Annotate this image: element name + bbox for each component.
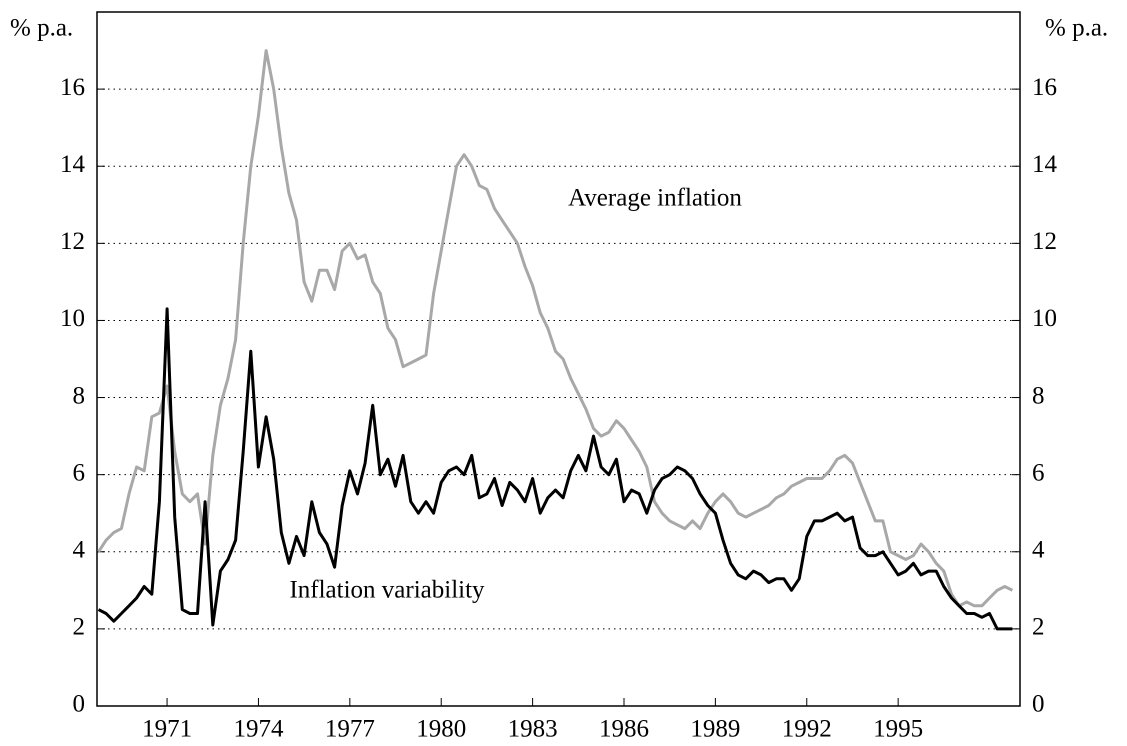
y-axis-label: % p.a.	[10, 15, 73, 42]
y-tick-label: 4	[73, 537, 86, 564]
y2-tick-label: 14	[1032, 151, 1058, 178]
series-line	[97, 307, 1013, 631]
y2-tick-label: 2	[1032, 614, 1045, 641]
y2-tick-label: 16	[1032, 74, 1057, 101]
y-tick-label: 16	[60, 74, 85, 101]
y2-tick-label: 0	[1032, 691, 1045, 718]
x-tick-label: 1983	[508, 716, 558, 743]
y-tick-label: 14	[60, 151, 86, 178]
x-tick-label: 1977	[325, 716, 375, 743]
x-tick-label: 1980	[416, 716, 466, 743]
y-tick-label: 2	[73, 614, 86, 641]
x-tick-label: 1992	[782, 716, 832, 743]
x-tick-label: 1989	[690, 716, 740, 743]
y2-axis-label: % p.a.	[1045, 15, 1108, 42]
y2-tick-label: 4	[1032, 537, 1045, 564]
series-line	[97, 49, 1014, 608]
series-label: Average inflation	[568, 185, 742, 212]
x-tick-label: 1974	[233, 716, 284, 743]
y-tick-label: 6	[73, 459, 86, 486]
y-tick-label: 12	[60, 228, 85, 255]
y-tick-label: 8	[73, 382, 86, 409]
y2-tick-label: 6	[1032, 459, 1045, 486]
y2-tick-label: 12	[1032, 228, 1057, 255]
series-label: Inflation variability	[289, 577, 485, 604]
x-tick-label: 1986	[599, 716, 649, 743]
y-tick-label: 10	[60, 305, 85, 332]
y-tick-label: 0	[73, 691, 86, 718]
x-tick-label: 1995	[873, 716, 923, 743]
x-tick-label: 1971	[142, 716, 192, 743]
y2-tick-label: 10	[1032, 305, 1057, 332]
plot-frame	[96, 11, 1021, 707]
y2-tick-label: 8	[1032, 382, 1045, 409]
